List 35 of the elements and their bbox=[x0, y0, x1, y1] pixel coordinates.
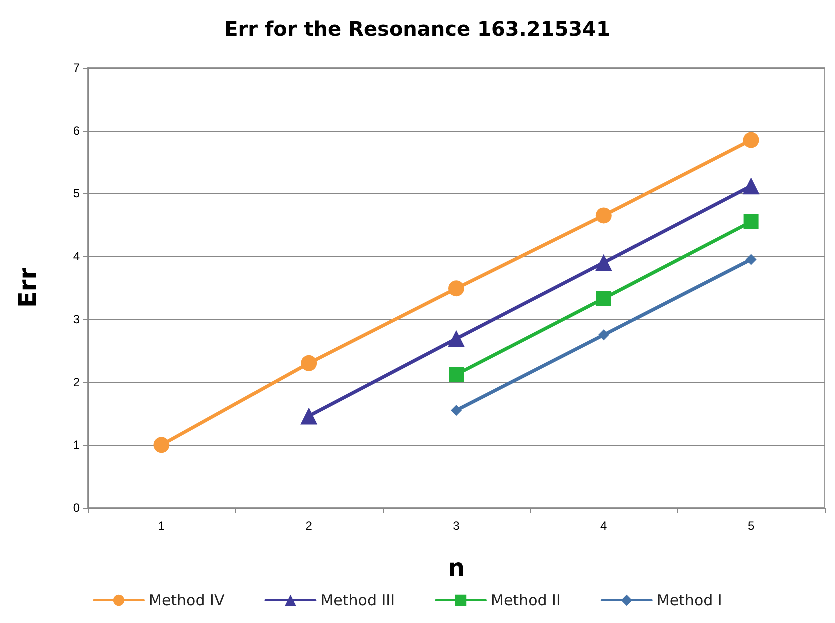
y-axis-title: Err bbox=[14, 268, 42, 308]
y-tick-label: 5 bbox=[73, 186, 80, 201]
y-tick-label: 3 bbox=[73, 312, 80, 326]
legend-label: Method III bbox=[320, 592, 396, 610]
point bbox=[595, 254, 612, 272]
point bbox=[598, 330, 610, 341]
y-tick-label: 6 bbox=[73, 124, 80, 138]
point bbox=[596, 291, 612, 306]
point bbox=[300, 408, 318, 425]
x-tick-label: 2 bbox=[306, 519, 313, 533]
point bbox=[744, 214, 759, 230]
x-tick-label: 3 bbox=[453, 519, 460, 533]
point bbox=[596, 208, 612, 224]
chart-title: Err for the Resonance 163.215341 bbox=[224, 17, 610, 41]
point bbox=[448, 330, 465, 348]
y-tick-label: 1 bbox=[73, 438, 80, 452]
legend-label: Method I bbox=[656, 592, 722, 610]
x-tick-label: 4 bbox=[600, 519, 608, 533]
y-tick-label: 4 bbox=[73, 250, 80, 264]
point bbox=[448, 280, 464, 297]
legend-label: Method II bbox=[491, 592, 561, 610]
y-tick-label: 7 bbox=[73, 61, 80, 75]
point bbox=[451, 405, 462, 416]
point bbox=[301, 355, 318, 372]
y-tick-label: 2 bbox=[73, 375, 80, 390]
y-tick-label: 0 bbox=[73, 501, 80, 515]
point bbox=[746, 254, 757, 266]
x-tick-label: 5 bbox=[748, 519, 755, 533]
x-tick-label: 1 bbox=[158, 519, 166, 533]
x-axis-title: n bbox=[448, 554, 466, 582]
point bbox=[742, 178, 760, 195]
point bbox=[743, 132, 760, 148]
point bbox=[449, 367, 464, 382]
point bbox=[154, 437, 170, 454]
legend-label: Method IV bbox=[149, 592, 226, 610]
